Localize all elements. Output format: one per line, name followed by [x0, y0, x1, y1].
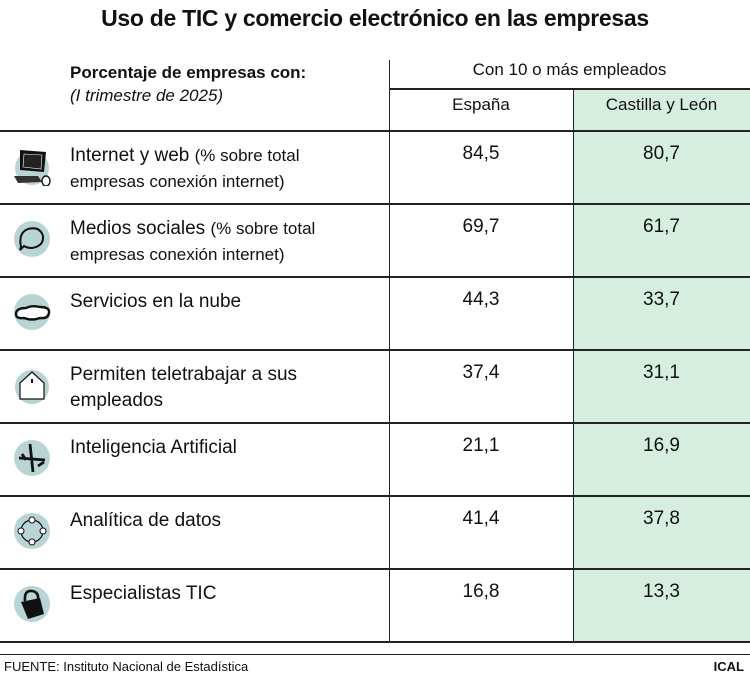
row-label-text: Inteligencia Artificial — [70, 437, 237, 458]
column-group-header: Con 10 o más empleados — [472, 60, 667, 79]
table-row: Internet y web (% sobre total empresas c… — [0, 131, 750, 205]
value-castilla-leon: 61,7 — [643, 216, 680, 237]
value-castilla-leon: 80,7 — [643, 143, 680, 164]
divider — [0, 568, 750, 570]
value-espana: 41,4 — [462, 508, 500, 529]
row-label-text: Internet y web — [70, 145, 190, 166]
title: Uso de TIC y comercio electrónico en las… — [101, 5, 649, 31]
divider — [0, 130, 750, 132]
highlight-column — [573, 89, 750, 641]
value-castilla-leon: 13,3 — [643, 581, 680, 602]
value-espana: 69,7 — [462, 216, 500, 237]
brand: ICAL — [713, 659, 744, 674]
divider — [0, 654, 750, 655]
divider — [0, 641, 750, 643]
divider — [0, 276, 750, 278]
row-label: Inteligencia Artificial — [70, 435, 330, 461]
row-label: Internet y web (% sobre total empresas c… — [70, 143, 360, 195]
value-castilla-leon: 37,8 — [643, 508, 680, 529]
value-espana: 21,1 — [462, 435, 500, 456]
row-label: Especialistas TIC — [70, 581, 330, 607]
row-label: Servicios en la nube — [70, 289, 330, 315]
table-row: Especialistas TIC 16,8 13,3 — [0, 569, 750, 643]
column-header-espana: España — [452, 95, 510, 114]
row-label: Analítica de datos — [70, 508, 330, 534]
divider — [389, 88, 750, 90]
value-castilla-leon: 31,1 — [643, 362, 680, 383]
row-note: (% sobre total empresas conexión interne… — [70, 219, 316, 264]
row-label: Permiten teletrabajar a sus empleados — [70, 362, 330, 414]
table-row: Servicios en la nube 44,3 33,7 — [0, 277, 750, 351]
period: (I trimestre de 2025) — [70, 86, 224, 105]
row-label: Medios sociales (% sobre total empresas … — [70, 216, 360, 268]
table-row: Analítica de datos 41,4 37,8 — [0, 496, 750, 570]
divider — [0, 495, 750, 497]
value-castilla-leon: 16,9 — [643, 435, 680, 456]
row-label-text: Especialistas TIC — [70, 583, 217, 604]
value-espana: 84,5 — [462, 143, 500, 164]
tools-icon — [14, 440, 50, 476]
divider — [0, 349, 750, 351]
source: FUENTE: Instituto Nacional de Estadístic… — [4, 659, 249, 674]
value-castilla-leon: 33,7 — [643, 289, 680, 310]
table-row: Inteligencia Artificial 21,1 16,9 — [0, 423, 750, 497]
table-row: Medios sociales (% sobre total empresas … — [0, 204, 750, 278]
divider — [389, 60, 390, 641]
row-label-text: Permiten teletrabajar a sus empleados — [70, 364, 298, 411]
padlock-icon — [14, 586, 50, 622]
row-label-text: Servicios en la nube — [70, 291, 242, 312]
speech-bubble-icon — [14, 221, 50, 257]
computer-icon — [14, 150, 51, 186]
divider — [0, 203, 750, 205]
row-label-text: Analítica de datos — [70, 510, 222, 531]
house-icon — [15, 370, 49, 404]
divider — [573, 89, 574, 641]
row-note: (% sobre total empresas conexión interne… — [70, 146, 300, 191]
value-espana: 16,8 — [462, 581, 500, 602]
row-label-text: Medios sociales — [70, 218, 206, 239]
column-header-castilla-leon: Castilla y León — [605, 95, 718, 114]
value-espana: 44,3 — [462, 289, 500, 310]
network-circle-icon — [14, 513, 50, 549]
value-espana: 37,4 — [462, 362, 500, 383]
divider — [0, 422, 750, 424]
table-row: Permiten teletrabajar a sus empleados 37,… — [0, 350, 750, 424]
subtitle: Porcentaje de empresas con: — [70, 63, 307, 82]
cloud-icon — [14, 294, 51, 330]
